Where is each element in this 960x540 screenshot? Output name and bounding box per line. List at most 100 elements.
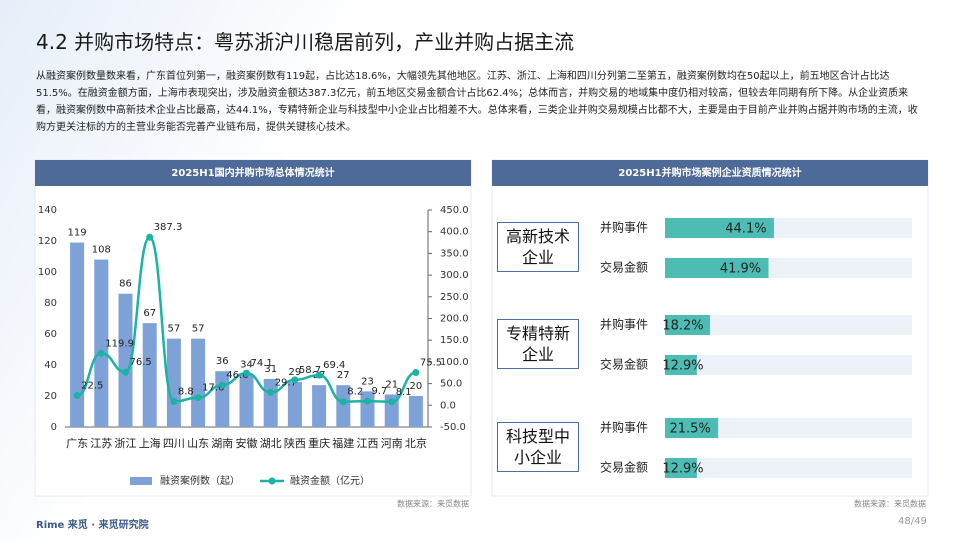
line-label: 119.9: [105, 338, 134, 349]
x-tick-label: 江苏: [90, 437, 112, 450]
y2-tick-label: 250.0: [440, 292, 469, 303]
line-label: 58.7: [299, 365, 321, 376]
bar: [94, 259, 109, 427]
line-label: 69.4: [323, 360, 345, 371]
body-text: 从融资案例数量数来看，广东首位列第一，融资案例数有119起，占比达18.6%，大…: [36, 71, 918, 133]
bar: [118, 293, 133, 427]
bar-track: [665, 458, 912, 478]
line-label: 29.7: [275, 377, 297, 388]
bar: [665, 355, 697, 375]
x-tick-label: 河南: [381, 437, 403, 450]
x-tick-label: 福建: [332, 436, 354, 450]
bar-label: 57: [168, 324, 181, 335]
group-label: 高新技术企业: [505, 227, 570, 267]
line-point: [267, 388, 275, 396]
bar-track: [665, 315, 912, 335]
panel-header: [492, 160, 928, 186]
bar-label: 57: [192, 324, 205, 335]
bar-label: 12.9%: [662, 462, 703, 477]
bar: [312, 385, 327, 427]
line-point: [194, 394, 202, 402]
x-tick-label: 浙江: [115, 437, 137, 450]
x-tick-label: 江西: [357, 437, 379, 450]
row-label: 并购事件: [600, 420, 648, 435]
line-point: [388, 398, 396, 406]
line-label: 76.5: [130, 357, 152, 368]
bar: [665, 258, 769, 278]
x-tick-label: 安徽: [236, 436, 258, 450]
y2-tick-label: 350.0: [440, 248, 469, 259]
line-point: [73, 392, 81, 400]
line-point: [315, 371, 323, 379]
legend-swatch: [268, 477, 276, 485]
x-tick-label: 重庆: [308, 436, 330, 450]
x-tick-label: 上海: [139, 436, 161, 450]
line-label: 9.7: [372, 386, 388, 397]
source: 数据来源：来觅数据: [397, 499, 469, 509]
y2-tick-label: 100.0: [440, 357, 469, 368]
bar: [665, 315, 710, 335]
y-tick-label: 80: [44, 298, 57, 309]
line-point: [170, 397, 178, 405]
panel-header: [35, 160, 471, 186]
y-tick-label: 120: [38, 236, 57, 247]
bar: [336, 385, 351, 427]
y2-tick-label: 50.0: [440, 379, 462, 390]
bar-label: 36: [216, 356, 229, 367]
bar-label: 23: [361, 376, 374, 387]
bar-label: 29: [289, 367, 302, 378]
page-title: 4.2 并购市场特点：粤苏浙沪川稳居前列，产业并购占据主流: [36, 30, 575, 54]
group-box: 高新技术企业: [497, 222, 579, 272]
line-point: [122, 368, 129, 376]
line-point: [291, 376, 299, 384]
bar: [665, 218, 774, 238]
bar-label: 27: [337, 370, 350, 381]
bar-label: 44.1%: [725, 222, 766, 237]
line-point: [218, 381, 226, 389]
y2-tick-label: -50.0: [440, 422, 466, 433]
y-tick-label: 0: [51, 422, 57, 433]
y-tick-label: 100: [38, 267, 57, 278]
x-tick-label: 山东: [187, 437, 209, 450]
line-point: [412, 369, 420, 377]
bar-label: 21.5%: [669, 422, 710, 437]
y2-tick-label: 200.0: [440, 314, 469, 325]
group-label: 科技型中小企业: [505, 427, 570, 467]
bar-label: 67: [143, 308, 156, 319]
x-tick-label: 湖南: [211, 437, 233, 450]
bar-track: [665, 355, 912, 375]
line: [76, 235, 417, 404]
bar-label: 108: [92, 245, 111, 256]
bar-label: 18.2%: [662, 319, 703, 334]
line-label: 74.1: [251, 358, 273, 369]
bar-label: 20: [410, 381, 423, 392]
line-label: 8.8: [178, 386, 194, 397]
y2-tick-label: 150.0: [440, 335, 469, 346]
bar-label: 41.9%: [720, 262, 761, 277]
bar-label: 31: [264, 364, 277, 375]
row-label: 交易金额: [600, 460, 648, 475]
chart-title: 2025H1并购市场案例企业资质情况统计: [618, 166, 801, 179]
line-label: 8.2: [347, 387, 363, 398]
legend-label: 融资金额（亿元）: [290, 474, 370, 487]
bar-label: 21: [385, 379, 398, 390]
bar: [166, 338, 181, 427]
line-label: 8.1: [396, 387, 412, 398]
y2-tick-label: 400.0: [440, 227, 469, 238]
row-label: 并购事件: [600, 220, 648, 235]
bar: [70, 242, 85, 427]
line-point: [364, 397, 371, 405]
line-label: 17.6: [202, 383, 224, 394]
line-label: 387.3: [154, 222, 183, 233]
legend-swatch: [130, 477, 152, 485]
row-label: 并购事件: [600, 317, 648, 332]
source: 数据来源：来觅数据: [854, 499, 926, 509]
group-box: 专精特新企业: [497, 319, 579, 369]
x-tick-label: 广东: [66, 437, 88, 450]
x-tick-label: 湖北: [260, 437, 282, 450]
bar: [408, 396, 423, 427]
y-tick-label: 20: [44, 391, 57, 402]
bar-label: 12.9%: [662, 359, 703, 374]
bar: [665, 418, 719, 438]
